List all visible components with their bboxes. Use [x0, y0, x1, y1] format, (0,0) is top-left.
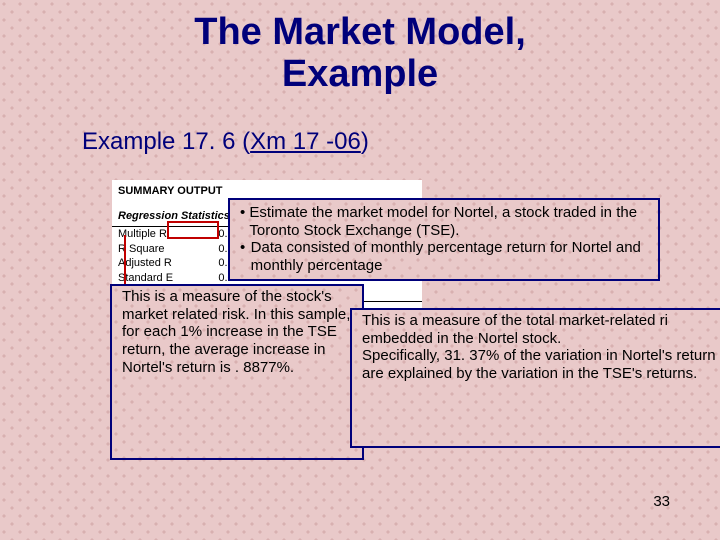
title-line-1: The Market Model,: [194, 11, 526, 53]
bullet-icon: •: [240, 204, 249, 239]
callout-risk: This is a measure of the stock's market …: [110, 284, 364, 460]
bullet-icon: •: [240, 239, 251, 274]
subtitle-pre: Example 17. 6 (: [82, 128, 250, 155]
bullet-text: Data consisted of monthly percentage ret…: [251, 239, 652, 274]
slide: The Market Model, Example Example 17. 6 …: [0, 0, 720, 540]
dataset-link[interactable]: Xm 17 -06: [250, 128, 361, 155]
title-line-2: Example: [282, 53, 438, 95]
callout-rsquare: This is a measure of the total market-re…: [350, 308, 720, 448]
bullets-box: •Estimate the market model for Nortel, a…: [228, 198, 660, 281]
slide-title: The Market Model, Example: [0, 12, 720, 96]
subtitle-post: ): [361, 128, 369, 155]
example-label: Example 17. 6 (Xm 17 -06): [82, 128, 369, 156]
page-number: 33: [653, 493, 670, 510]
bullet-text: Estimate the market model for Nortel, a …: [249, 204, 652, 239]
